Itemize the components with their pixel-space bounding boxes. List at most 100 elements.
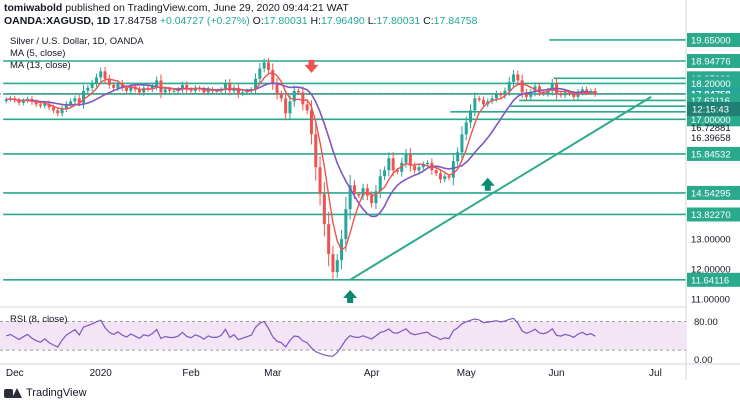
candle: [142, 84, 146, 96]
candle: [202, 86, 206, 96]
level-price-tag: [687, 54, 740, 69]
candle-body: [142, 87, 146, 93]
candle-body: [314, 134, 318, 168]
candle: [305, 100, 309, 115]
candle-body: [43, 103, 47, 106]
level-price-tag: [687, 185, 740, 200]
level-price-tag: [687, 207, 740, 222]
candle-body: [494, 93, 498, 99]
candle: [288, 95, 292, 120]
candle-body: [21, 100, 25, 103]
candle-body: [481, 99, 485, 105]
candle-body: [408, 153, 412, 166]
candle-body: [499, 93, 503, 96]
candle: [150, 83, 154, 93]
candle-body: [202, 89, 206, 93]
up-arrow-marker: [480, 177, 495, 191]
candle-body: [309, 110, 313, 135]
candle-body: [120, 83, 124, 88]
candle-body: [163, 89, 167, 93]
candle: [271, 63, 275, 90]
candle: [112, 82, 116, 91]
candle: [318, 156, 322, 206]
candle: [499, 91, 503, 98]
candle-body: [215, 90, 219, 92]
candle: [374, 185, 378, 210]
candle-body: [383, 170, 387, 177]
candle-body: [443, 176, 447, 180]
candle-body: [60, 108, 64, 114]
rsi-legend[interactable]: RSI (8, close): [10, 314, 68, 325]
candle-body: [228, 83, 232, 91]
high-value: 17.96490: [320, 15, 365, 27]
candle-body: [305, 104, 309, 111]
candle-body: [155, 80, 159, 87]
candle: [301, 86, 305, 111]
candle-body: [254, 78, 258, 90]
candle-body: [236, 87, 240, 94]
rsi-line: [6, 317, 596, 357]
price-axis-label: 11.64116: [691, 275, 729, 286]
candle-body: [288, 101, 292, 114]
time-axis-label: Apr: [364, 368, 380, 379]
candle: [477, 96, 481, 103]
last-price: 17.84758: [113, 15, 157, 27]
candle: [378, 169, 382, 199]
countdown-label: 12:15:43: [692, 104, 729, 115]
candle-body: [125, 87, 129, 91]
candle: [524, 89, 528, 101]
price-axis-label: 16.72881: [691, 123, 731, 134]
legend-ma13[interactable]: MA (13, close): [10, 60, 71, 71]
legend-ma5[interactable]: MA (5, close): [10, 48, 66, 59]
candle: [284, 91, 288, 121]
footer-branding: TradingView: [4, 386, 87, 400]
candle: [279, 90, 283, 102]
candle-body: [193, 87, 197, 91]
candle-body: [546, 90, 550, 94]
candle: [69, 98, 73, 108]
candle-body: [559, 93, 563, 96]
candle: [417, 164, 421, 174]
legend-title: Silver / U.S. Dollar, 1D, OANDA: [10, 36, 144, 47]
candle: [529, 89, 533, 101]
price-axis-label: 18.94776: [691, 57, 731, 68]
author-name[interactable]: tomiwabold: [4, 2, 63, 14]
candle-body: [258, 68, 262, 79]
candle: [331, 246, 335, 281]
symbol-name[interactable]: OANDA:XAGUSD, 1D: [4, 15, 111, 27]
candle: [335, 254, 339, 279]
candle: [56, 107, 60, 117]
candle-body: [580, 89, 584, 93]
rsi-axis-label: 80.00: [694, 317, 718, 328]
low-value: 17.80031: [376, 15, 421, 27]
candle-body: [370, 195, 374, 204]
candle: [327, 211, 331, 267]
candle-body: [168, 89, 172, 91]
candle: [228, 78, 232, 96]
price-axis-label: 17.00000: [691, 115, 731, 126]
candle: [180, 81, 184, 93]
candle-body: [51, 107, 55, 111]
candle-body: [550, 83, 554, 91]
candle-body: [82, 90, 86, 103]
candle: [404, 148, 408, 168]
candle-body: [103, 71, 107, 79]
candle: [559, 91, 563, 98]
candle: [292, 85, 296, 107]
down-arrow-marker: [304, 59, 319, 73]
candle: [241, 90, 245, 97]
candle-body: [434, 170, 438, 174]
candle-body: [172, 90, 176, 92]
candle-body: [473, 98, 477, 111]
candle: [193, 85, 197, 94]
close-value: 17.84758: [433, 15, 478, 27]
candle-body: [417, 167, 421, 171]
candle: [103, 67, 107, 84]
candle: [344, 196, 348, 252]
candle: [460, 126, 464, 161]
footer-brand[interactable]: TradingView: [26, 387, 87, 399]
candle: [99, 67, 103, 82]
candle-body: [348, 185, 352, 210]
price-axis-label: 17.63116: [691, 96, 730, 107]
